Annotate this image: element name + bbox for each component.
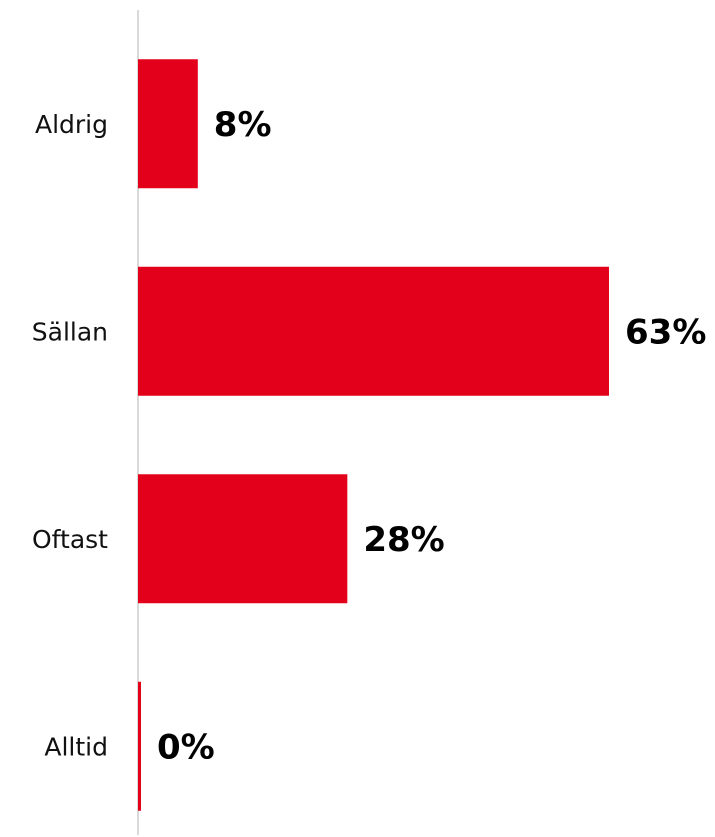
bar-aldrig bbox=[138, 59, 198, 189]
value-label-sällan: 63% bbox=[625, 312, 706, 352]
bar-alltid bbox=[138, 681, 141, 811]
bar-oftast bbox=[138, 474, 348, 604]
value-label-aldrig: 8% bbox=[214, 105, 272, 145]
value-label-oftast: 28% bbox=[363, 520, 444, 560]
bar-sällan bbox=[138, 266, 609, 396]
category-label-oftast: Oftast bbox=[32, 525, 108, 554]
category-label-aldrig: Aldrig bbox=[35, 110, 108, 139]
value-label-alltid: 0% bbox=[157, 727, 215, 767]
category-label-sällan: Sällan bbox=[32, 317, 108, 346]
category-label-alltid: Alltid bbox=[44, 732, 108, 761]
